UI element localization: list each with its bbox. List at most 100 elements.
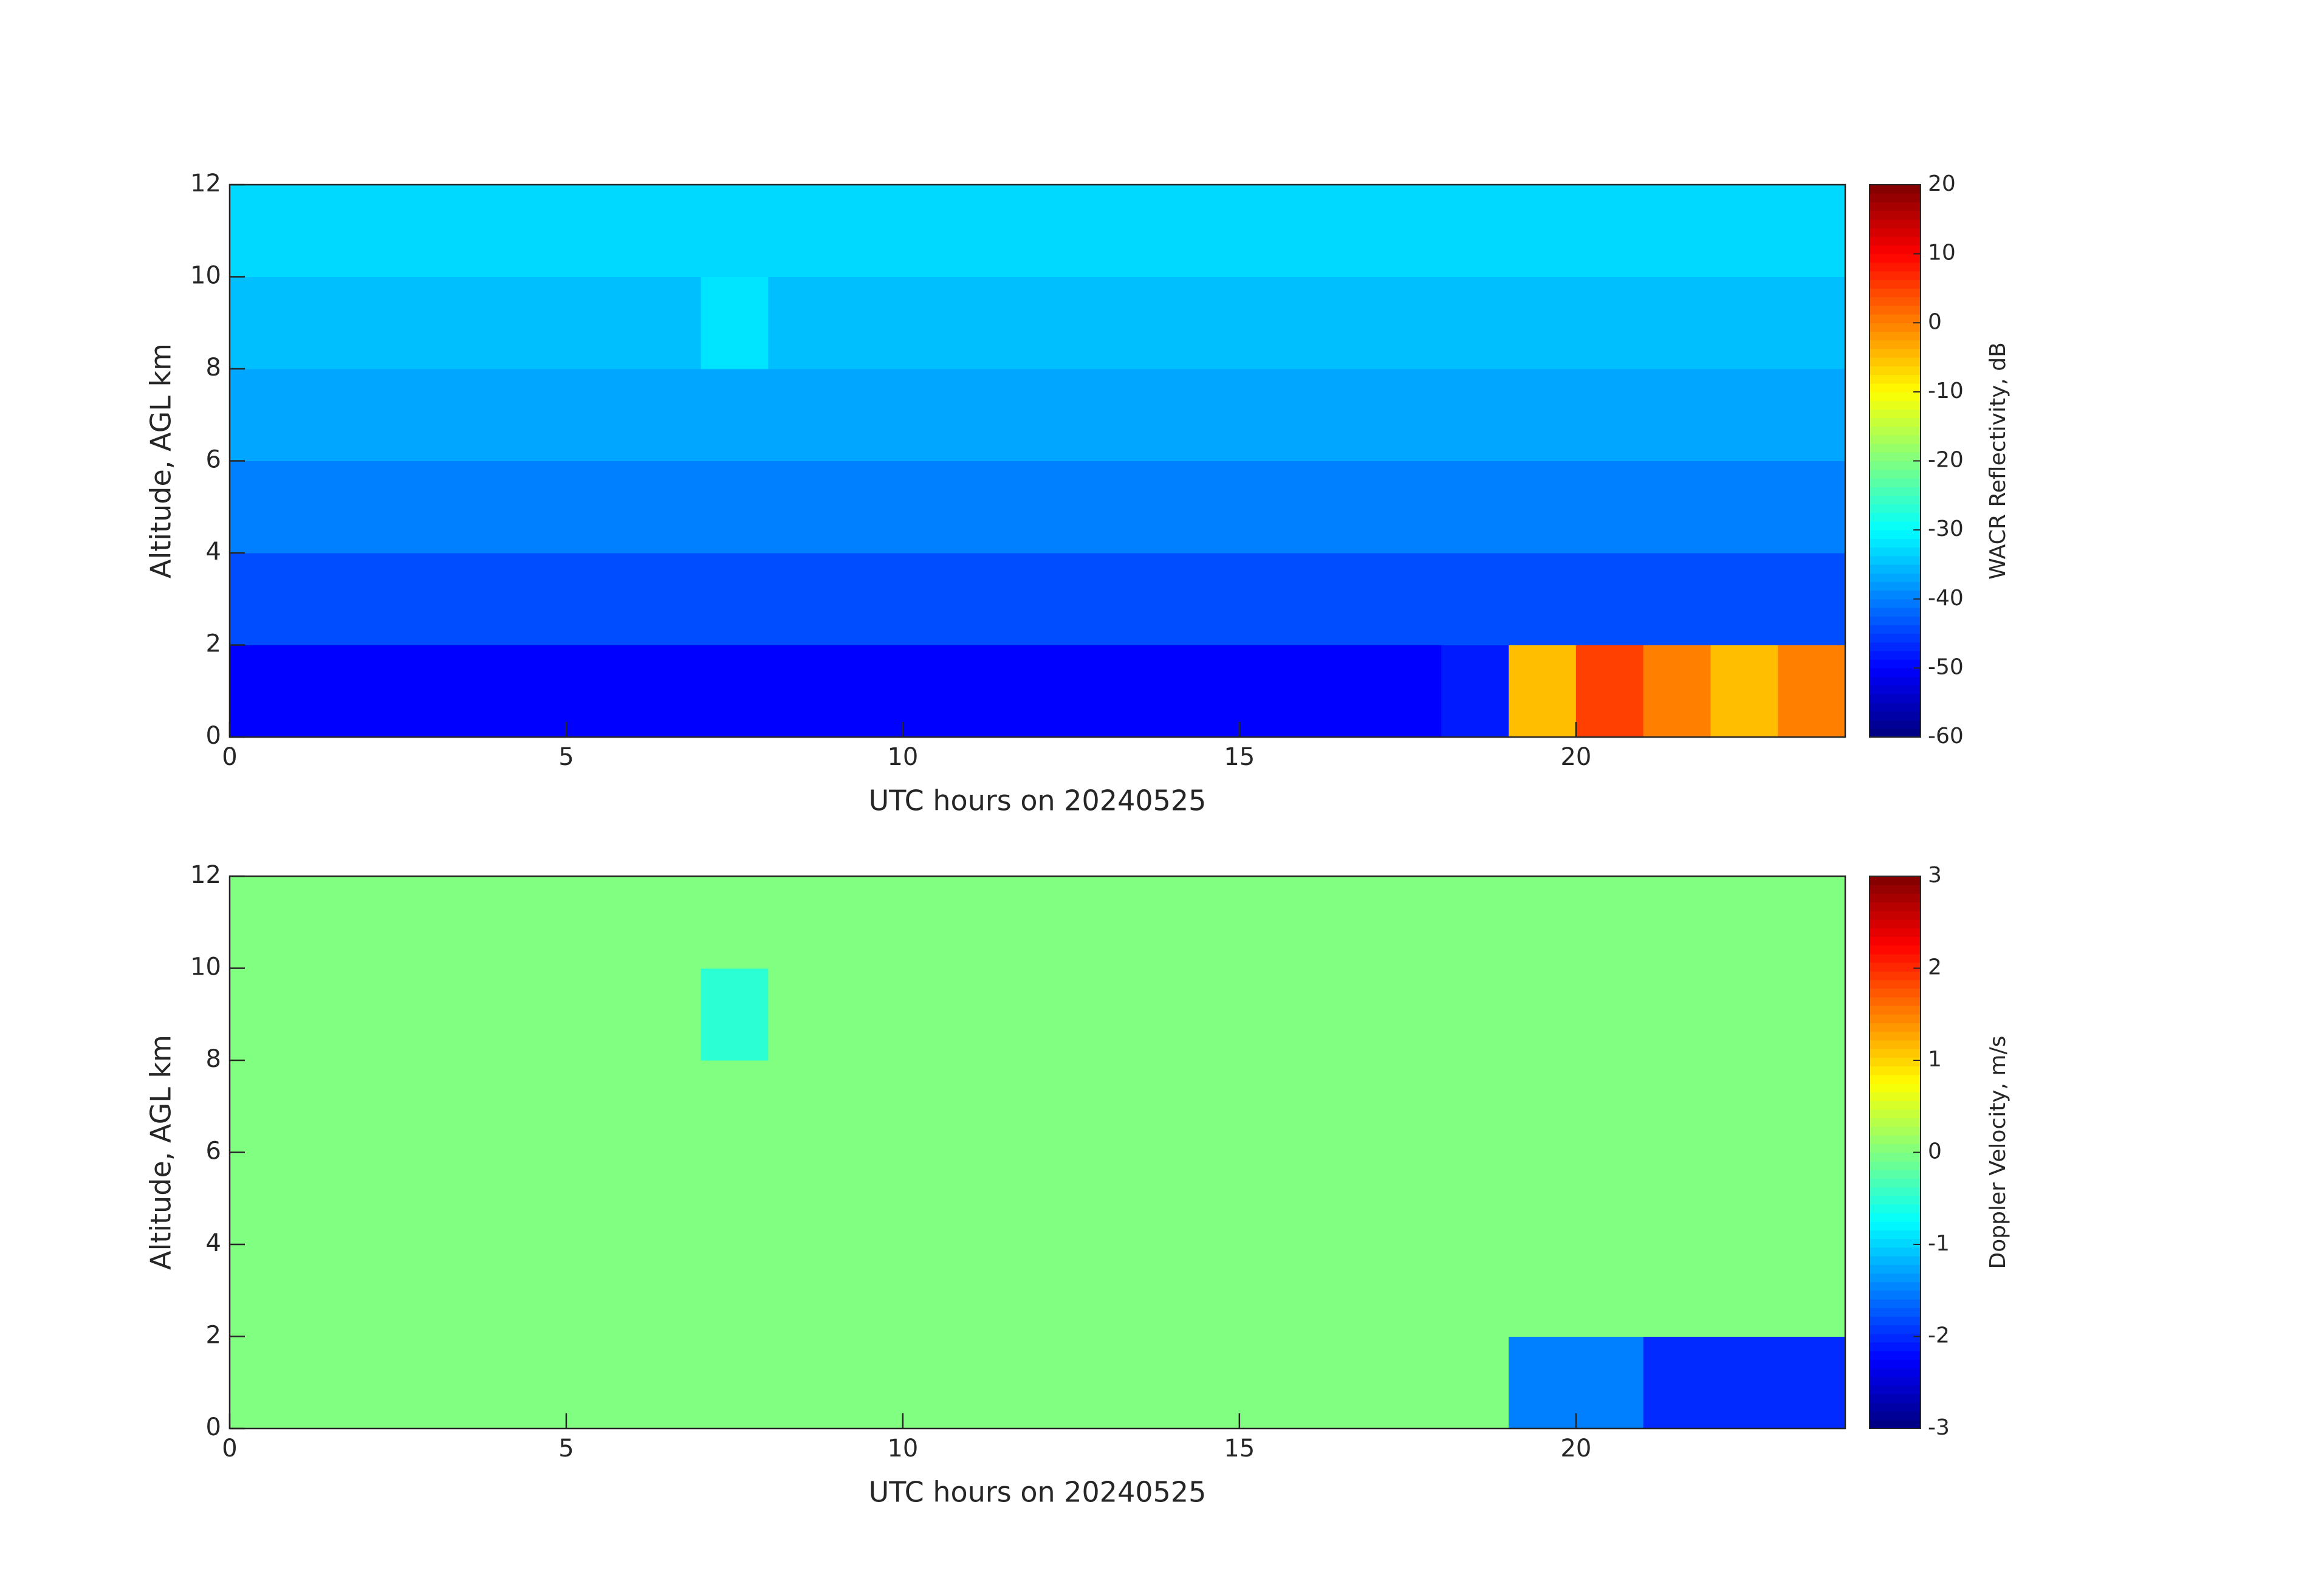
heatmap-cell bbox=[1643, 461, 1711, 554]
colorbar-strip bbox=[1870, 400, 1921, 410]
heatmap-cell bbox=[633, 1060, 702, 1153]
heatmap-cell bbox=[970, 1244, 1038, 1337]
heatmap-cell bbox=[566, 185, 634, 277]
heatmap-cell bbox=[499, 185, 567, 277]
colorbar-strip bbox=[1870, 1204, 1921, 1213]
colorbar-strip bbox=[1870, 1066, 1921, 1075]
colorbar-strip bbox=[1870, 1169, 1921, 1179]
heatmap-cell bbox=[1037, 553, 1105, 645]
heatmap-cell bbox=[1643, 1060, 1711, 1153]
heatmap-cell bbox=[970, 1336, 1038, 1429]
colorbar-strip bbox=[1870, 1290, 1921, 1300]
heatmap-cell bbox=[431, 461, 499, 554]
heatmap-cell bbox=[835, 369, 903, 461]
heatmap-cell bbox=[499, 1152, 567, 1245]
heatmap-cell bbox=[633, 1336, 702, 1429]
heatmap-cell bbox=[1037, 1244, 1105, 1337]
heatmap-cell bbox=[1105, 553, 1173, 645]
heatmap-cell bbox=[230, 1060, 298, 1153]
heatmap-cell bbox=[364, 876, 432, 969]
colorbar-strip bbox=[1870, 434, 1921, 444]
heatmap-cell bbox=[296, 876, 365, 969]
colorbar-strip bbox=[1870, 919, 1921, 928]
heatmap-cell bbox=[364, 1244, 432, 1337]
heatmap-cell bbox=[1643, 553, 1711, 645]
colorbar-strip bbox=[1870, 564, 1921, 574]
heatmap-cell bbox=[431, 185, 499, 277]
colorbar-strip bbox=[1870, 616, 1921, 625]
colorbar-strip bbox=[1870, 1144, 1921, 1153]
colorbar-strip bbox=[1870, 1057, 1921, 1067]
heatmap-cell bbox=[1306, 185, 1374, 277]
heatmap-cell bbox=[902, 461, 971, 554]
heatmap-cell bbox=[566, 461, 634, 554]
heatmap-cell bbox=[1778, 876, 1846, 969]
heatmap-cell bbox=[1509, 876, 1577, 969]
heatmap-cell bbox=[1239, 1152, 1308, 1245]
heatmap-cell bbox=[364, 1152, 432, 1245]
y-tick-label: 10 bbox=[190, 262, 221, 290]
heatmap-cell bbox=[1239, 876, 1308, 969]
heatmap-cell bbox=[902, 1060, 971, 1153]
heatmap-cell bbox=[296, 1060, 365, 1153]
heatmap-cell bbox=[1239, 1060, 1308, 1153]
heatmap-cell bbox=[902, 645, 971, 738]
heatmap-cell bbox=[499, 461, 567, 554]
colorbar-strip bbox=[1870, 461, 1921, 470]
colorbar-strip bbox=[1870, 1394, 1921, 1403]
colorbar-strip bbox=[1870, 590, 1921, 600]
colorbar-strip bbox=[1870, 245, 1921, 255]
heatmap-cell bbox=[768, 276, 836, 369]
heatmap-cell bbox=[431, 876, 499, 969]
heatmap-cell bbox=[1441, 553, 1509, 645]
heatmap-cell bbox=[1172, 553, 1240, 645]
heatmap-cell bbox=[1172, 185, 1240, 277]
heatmap-cell bbox=[902, 185, 971, 277]
heatmap-cell bbox=[1306, 876, 1374, 969]
colorbar-strip bbox=[1870, 1195, 1921, 1205]
heatmap-cell bbox=[364, 185, 432, 277]
heatmap-cell bbox=[296, 185, 365, 277]
heatmap-cell bbox=[1441, 1244, 1509, 1337]
heatmap-cell bbox=[1374, 1060, 1442, 1153]
heatmap-cell bbox=[1509, 185, 1577, 277]
colorbar-strip bbox=[1870, 1333, 1921, 1343]
heatmap-cell bbox=[1037, 968, 1105, 1061]
heatmap-cell bbox=[1172, 968, 1240, 1061]
heatmap-cell bbox=[1037, 1152, 1105, 1245]
heatmap-cell bbox=[1172, 461, 1240, 554]
heatmap-cell bbox=[970, 461, 1038, 554]
colorbar-strip bbox=[1870, 1385, 1921, 1394]
heatmap-cell bbox=[970, 276, 1038, 369]
heatmap-cell bbox=[633, 185, 702, 277]
colorbar-strip bbox=[1870, 1230, 1921, 1240]
colorbar-tick-label: -40 bbox=[1928, 586, 1964, 611]
heatmap-cell bbox=[701, 1152, 769, 1245]
heatmap-cell bbox=[1306, 1060, 1374, 1153]
colorbar-strip bbox=[1870, 391, 1921, 401]
colorbar-strip bbox=[1870, 487, 1921, 496]
colorbar-tick-label: -2 bbox=[1928, 1323, 1950, 1348]
colorbar-strip bbox=[1870, 685, 1921, 695]
colorbar-tick-label: -50 bbox=[1928, 654, 1964, 679]
colorbar-strip bbox=[1870, 650, 1921, 660]
y-tick-label: 6 bbox=[206, 446, 221, 474]
heatmap-cell bbox=[701, 1244, 769, 1337]
heatmap-cell bbox=[1575, 645, 1644, 738]
x-tick-label: 15 bbox=[1224, 1435, 1255, 1463]
heatmap-cell bbox=[230, 968, 298, 1061]
heatmap-cell bbox=[768, 1060, 836, 1153]
heatmap-cell bbox=[1778, 1244, 1846, 1337]
heatmap-cell bbox=[499, 645, 567, 738]
colorbar-strip bbox=[1870, 495, 1921, 505]
heatmap-cell bbox=[230, 1152, 298, 1245]
colorbar-tick-label: 1 bbox=[1928, 1047, 1942, 1072]
colorbar-strip bbox=[1870, 530, 1921, 539]
heatmap-cell bbox=[1374, 968, 1442, 1061]
heatmap-cell bbox=[1575, 461, 1644, 554]
colorbar-strip bbox=[1870, 1359, 1921, 1369]
heatmap-cell bbox=[1710, 645, 1778, 738]
heatmap-cell bbox=[1710, 968, 1778, 1061]
heatmap-cell bbox=[296, 1336, 365, 1429]
colorbar-strip bbox=[1870, 1014, 1921, 1024]
